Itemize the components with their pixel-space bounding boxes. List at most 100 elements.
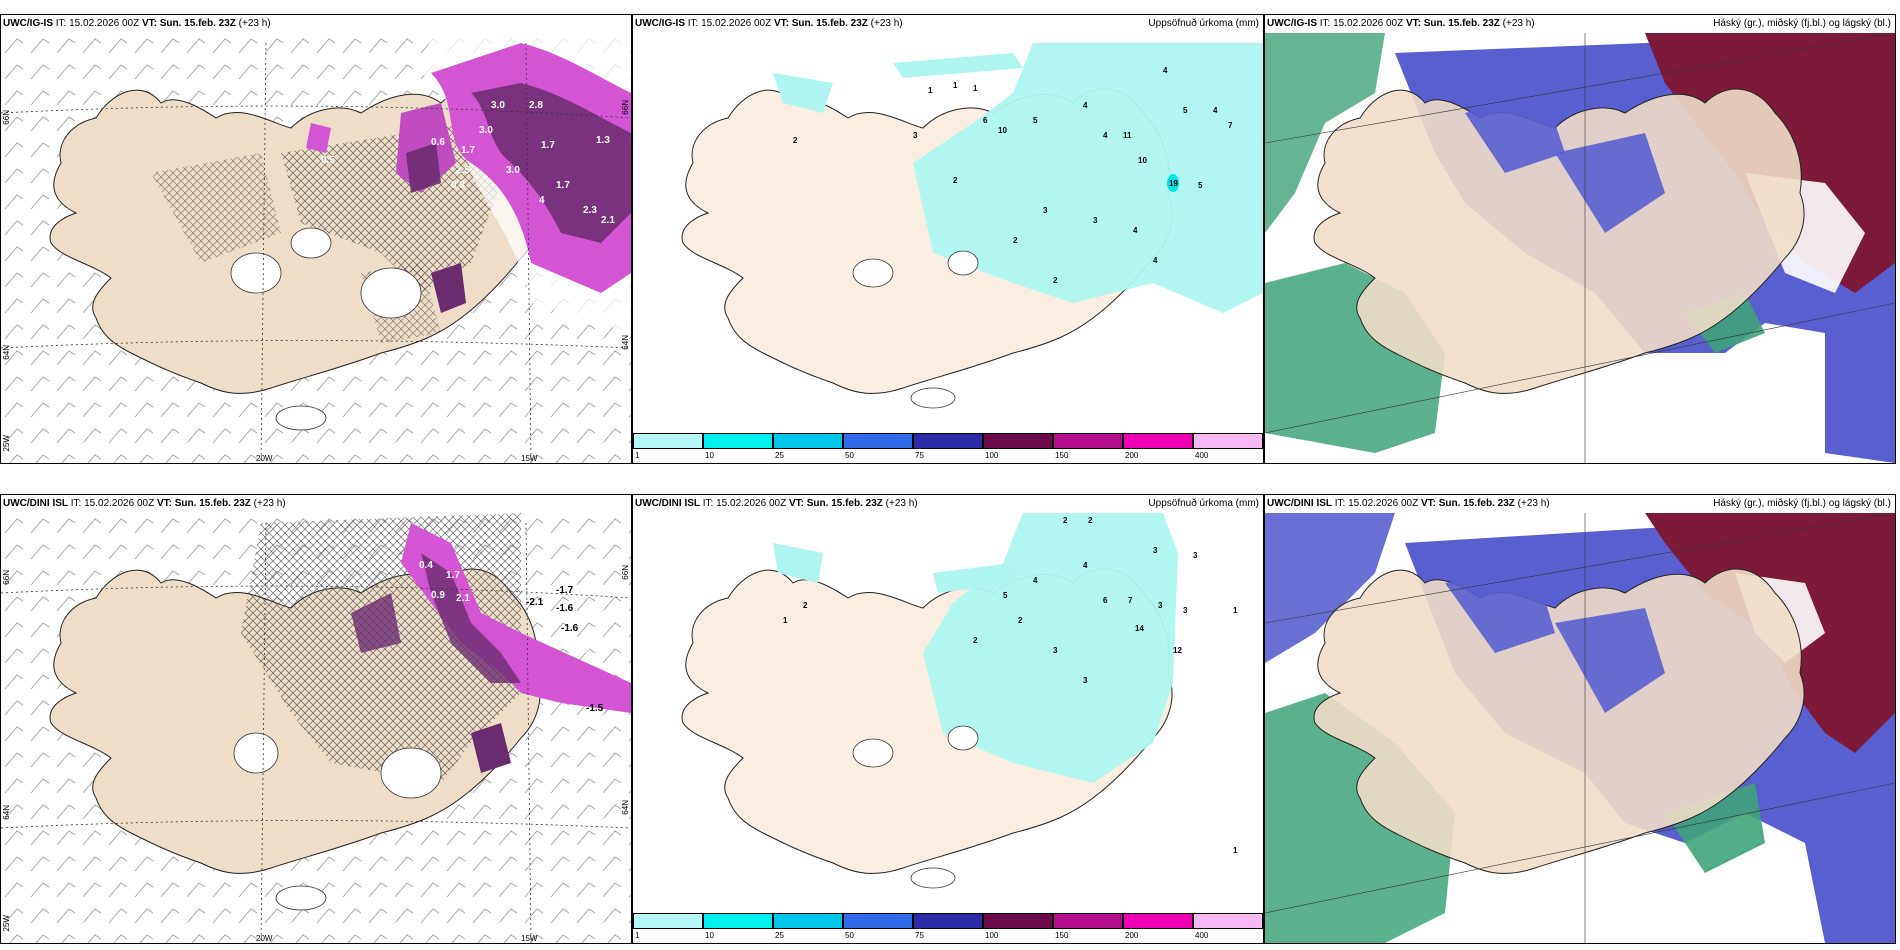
model-name: UWC/DINI ISL	[635, 498, 700, 509]
colorbar: 1 10 25 50 75 100 150 200 400	[633, 433, 1263, 463]
colorbar-label: 400	[1195, 451, 1209, 460]
colorbar-label: 75	[915, 451, 924, 460]
precip-value: 4	[1083, 561, 1088, 570]
panel-header: UWC/IG-IS IT: 15.02.2026 00Z VT: Sun. 15…	[1267, 17, 1893, 31]
temp-value: 3.0	[506, 165, 520, 176]
init-time: 15.02.2026 00Z	[716, 498, 787, 509]
precip-value: 4	[1213, 106, 1218, 115]
map-title: Háský (gr.), miðský (fj.bl.) og lágský (…	[1713, 18, 1891, 29]
precip-value: 2	[803, 601, 808, 610]
colorbar: 1 10 25 50 75 100 150 200 400	[633, 913, 1263, 943]
precip-value: 7	[1128, 596, 1133, 605]
valid-time: Sun. 15.feb. 23Z	[174, 498, 251, 509]
colorbar-label: 200	[1125, 451, 1139, 460]
precip-value: 4	[1083, 101, 1088, 110]
temp-value: -1.6	[556, 603, 574, 614]
colorbar-swatch	[1123, 433, 1193, 449]
colorbar-swatch	[843, 433, 913, 449]
precip-value: 1	[783, 616, 788, 625]
precip-value: 1	[953, 81, 958, 90]
precip-value: 6	[983, 116, 988, 125]
colorbar-label: 100	[985, 451, 999, 460]
precip-value: 3	[1083, 676, 1088, 685]
lat-label: 66N	[2, 570, 11, 585]
colorbar-label: 10	[705, 931, 714, 940]
colorbar-swatch	[983, 913, 1053, 929]
valid-time: Sun. 15.feb. 23Z	[806, 498, 883, 509]
panel-top-middle: UWC/IG-IS IT: 15.02.2026 00Z VT: Sun. 15…	[632, 14, 1264, 464]
colorbar-swatch	[773, 913, 843, 929]
lead-time: (+23 h)	[238, 18, 271, 29]
precip-value: 3	[913, 131, 918, 140]
init-time: 15.02.2026 00Z	[701, 18, 772, 29]
temp-value: -2.1	[526, 597, 544, 608]
lon-label: 15W	[521, 934, 538, 943]
lat-label: 66N	[621, 100, 630, 115]
lat-label: 66N	[621, 565, 630, 580]
panel-bottom-middle: UWC/DINI ISL IT: 15.02.2026 00Z VT: Sun.…	[632, 494, 1264, 944]
colorbar-swatch	[843, 913, 913, 929]
colorbar-swatch	[703, 913, 773, 929]
lon-label: 25W	[2, 915, 11, 932]
init-time: 15.02.2026 00Z	[84, 498, 155, 509]
init-time: 15.02.2026 00Z	[1348, 498, 1419, 509]
colorbar-label: 50	[845, 451, 854, 460]
temp-value: 2.1	[601, 215, 615, 226]
panel-bottom-left: UWC/DINI ISL IT: 15.02.2026 00Z VT: Sun.…	[0, 494, 632, 944]
precip-value: 7	[1228, 121, 1233, 130]
cloud-map	[1265, 513, 1895, 943]
temp-value: 2.3	[583, 205, 597, 216]
colorbar-label: 400	[1195, 931, 1209, 940]
precip-value: 10	[998, 126, 1007, 135]
wind-map: 3.0 2.8 1.7 0.6 1.7 3.0 2.5 0.3 3.0 1.7 …	[1, 33, 631, 463]
colorbar-label: 25	[775, 931, 784, 940]
temp-value: 1.7	[446, 570, 460, 581]
map-title: Uppsöfnuð úrkoma (mm)	[1148, 498, 1259, 509]
precip-value: 11	[1123, 131, 1132, 140]
precip-value: 14	[1135, 624, 1144, 633]
precip-value: 2	[1053, 276, 1058, 285]
temp-value: 0.9	[431, 590, 445, 601]
panel-header: UWC/DINI ISL IT: 15.02.2026 00Z VT: Sun.…	[1267, 497, 1893, 511]
temp-value: 0.3	[451, 180, 465, 191]
lon-label: 25W	[2, 435, 11, 452]
lead-time: (+23 h)	[1517, 498, 1550, 509]
temp-value: -1.7	[556, 585, 574, 596]
panel-header: UWC/DINI ISL IT: 15.02.2026 00Z VT: Sun.…	[3, 497, 629, 511]
panel-top-right: UWC/IG-IS IT: 15.02.2026 00Z VT: Sun. 15…	[1264, 14, 1896, 464]
precip-value: 1	[1233, 606, 1238, 615]
colorbar-label: 10	[705, 451, 714, 460]
precip-value: 2	[1013, 236, 1018, 245]
temp-value: -1.5	[586, 703, 604, 714]
colorbar-swatch	[1053, 913, 1123, 929]
colorbar-label: 100	[985, 931, 999, 940]
colorbar-swatch	[633, 433, 703, 449]
precip-value: 5	[1183, 106, 1188, 115]
model-name: UWC/IG-IS	[3, 18, 53, 29]
precip-value: 2	[1018, 616, 1023, 625]
temp-value: 1.3	[596, 135, 610, 146]
precip-value: 12	[1173, 646, 1182, 655]
precip-map: 1 1 1 2 3 6 10 5 4 4 11 10 19 2 3 3 2 4 …	[681, 43, 1263, 409]
precip-value: 2	[1088, 516, 1093, 525]
temp-value: -1.6	[561, 623, 579, 634]
precip-value: 4	[1153, 256, 1158, 265]
colorbar-label: 200	[1125, 931, 1139, 940]
map-title: Háský (gr.), miðský (fj.bl.) og lágský (…	[1713, 498, 1891, 509]
precip-value: 3	[1158, 601, 1163, 610]
precip-value: 3	[1053, 646, 1058, 655]
precip-value: 3	[1193, 551, 1198, 560]
precip-value: 1	[973, 84, 978, 93]
colorbar-swatch	[1193, 433, 1263, 449]
temp-value: 1.7	[556, 180, 570, 191]
precip-map: 2 2 3 3 4 6 7 3 3 14 12 3 1 2 4 5 2 3 2 …	[681, 513, 1238, 889]
colorbar-swatch	[1123, 913, 1193, 929]
colorbar-swatch	[1193, 913, 1263, 929]
colorbar-label: 1	[635, 451, 640, 460]
model-name: UWC/DINI ISL	[1267, 498, 1332, 509]
precip-value: 3	[1093, 216, 1098, 225]
colorbar-label: 75	[915, 931, 924, 940]
precip-value: 4	[1103, 131, 1108, 140]
colorbar-swatch	[1053, 433, 1123, 449]
temp-value: 4	[539, 195, 545, 206]
